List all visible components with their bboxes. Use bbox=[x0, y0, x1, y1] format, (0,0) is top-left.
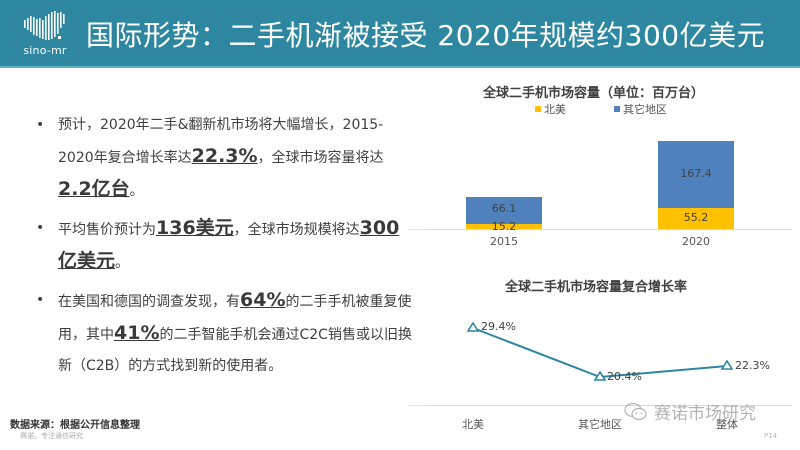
bullet-item-2: 平均售价预计为136美元，全球市场规模将达300亿美元。 bbox=[36, 213, 416, 279]
logo-text: sino-mr bbox=[23, 44, 67, 57]
point-label-north-america: 29.4% bbox=[481, 320, 516, 333]
bullet-text: ，全球市场规模将达 bbox=[233, 222, 360, 238]
legend-swatch-yellow bbox=[535, 106, 541, 112]
bullet-text: 。 bbox=[129, 183, 144, 199]
highlight-c2c: 41% bbox=[114, 322, 160, 344]
bar-2015-north-america: 15.2 bbox=[466, 220, 542, 233]
bullet-text: 在美国和德国的调查发现，有 bbox=[58, 294, 240, 310]
bullet-item-1: 预计，2020年二手&翻新机市场将大幅增长，2015-2020年复合增长率达22… bbox=[36, 110, 416, 207]
watermark-text: 赛诺市场研究 bbox=[654, 404, 756, 424]
highlight-volume: 2.2亿台 bbox=[58, 178, 130, 200]
page-number: P14 bbox=[764, 432, 778, 440]
x-tick-2015: 2015 bbox=[490, 235, 518, 248]
bullet-text: 预计，2020年二手&翻新机市场将大幅增长，2015-2020年复合增长率达 bbox=[58, 117, 384, 166]
page-title: 国际形势：二手机渐被接受 2020年规模约300亿美元 bbox=[86, 19, 766, 52]
highlight-reuse: 64% bbox=[240, 289, 286, 311]
legend-item-other-regions: 其它地区 bbox=[614, 101, 667, 117]
bar-chart-title: 全球二手机市场容量（单位：百万台） bbox=[483, 86, 705, 101]
x-tick-north-america: 北美 bbox=[462, 418, 484, 431]
bar-value-label: 66.1 bbox=[491, 202, 517, 215]
legend-label: 北美 bbox=[544, 103, 566, 116]
wechat-icon bbox=[624, 402, 647, 420]
bullet-item-3: 在美国和德国的调查发现，有64%的二手手机被重复使用，其中41%的二手智能手机会… bbox=[36, 285, 416, 382]
divider bbox=[408, 405, 448, 406]
triangle-marker-icon bbox=[720, 359, 734, 370]
bullet-text: 的二手手机被重复使用，其中 bbox=[58, 294, 412, 343]
point-label-other-regions: 20.4% bbox=[607, 370, 642, 383]
bar-chart-x-axis bbox=[430, 229, 792, 230]
bullet-list: 预计，2020年二手&翻新机市场将大幅增长，2015-2020年复合增长率达22… bbox=[36, 110, 416, 382]
bullet-text: ，全球市场容量将达 bbox=[257, 150, 384, 166]
bullet-text: 平均售价预计为 bbox=[58, 222, 156, 238]
growth-rate-line bbox=[466, 321, 734, 381]
bullet-text: 。 bbox=[115, 255, 130, 271]
triangle-marker-icon bbox=[466, 321, 480, 332]
china-map-logo-icon bbox=[24, 11, 65, 40]
bar-2015-other: 66.1 bbox=[466, 197, 542, 224]
bar-value-label: 15.2 bbox=[491, 220, 517, 233]
legend-item-north-america: 北美 bbox=[535, 101, 566, 117]
bar-chart-legend: 北美 其它地区 bbox=[535, 101, 667, 117]
highlight-market-size: 300亿美元 bbox=[58, 217, 400, 272]
divider bbox=[408, 229, 448, 230]
legend-swatch-blue bbox=[614, 106, 620, 112]
x-tick-overall: 整体 bbox=[716, 418, 738, 431]
x-tick-2020: 2020 bbox=[682, 235, 710, 248]
sino-mr-logo: sino-mr bbox=[18, 8, 72, 62]
wechat-watermark: 赛诺市场研究 bbox=[624, 399, 756, 424]
highlight-asp: 136美元 bbox=[156, 217, 234, 239]
x-tick-other-regions: 其它地区 bbox=[578, 418, 622, 431]
point-label-overall: 22.3% bbox=[735, 359, 770, 372]
data-source: 数据来源：根据公开信息整理 bbox=[10, 420, 140, 431]
source-subtitle: 赛诺，专注通信研究 bbox=[20, 432, 83, 440]
line-chart-x-axis bbox=[430, 405, 792, 406]
line-chart-title: 全球二手机市场容量复合增长率 bbox=[505, 280, 688, 295]
highlight-cagr: 22.3% bbox=[191, 145, 258, 167]
triangle-marker-icon bbox=[593, 370, 607, 381]
bar-2020-other: 167.4 bbox=[658, 141, 734, 208]
bar-2020-north-america: 55.2 bbox=[658, 208, 734, 229]
bar-value-label: 55.2 bbox=[683, 211, 709, 224]
legend-label: 其它地区 bbox=[623, 103, 667, 116]
bar-value-label: 167.4 bbox=[680, 167, 712, 180]
bullet-text: 的二手智能手机会通过C2C销售或以旧换新（C2B）的方式找到新的使用者。 bbox=[58, 327, 412, 374]
header-bar: sino-mr 国际形势：二手机渐被接受 2020年规模约300亿美元 bbox=[0, 0, 800, 68]
